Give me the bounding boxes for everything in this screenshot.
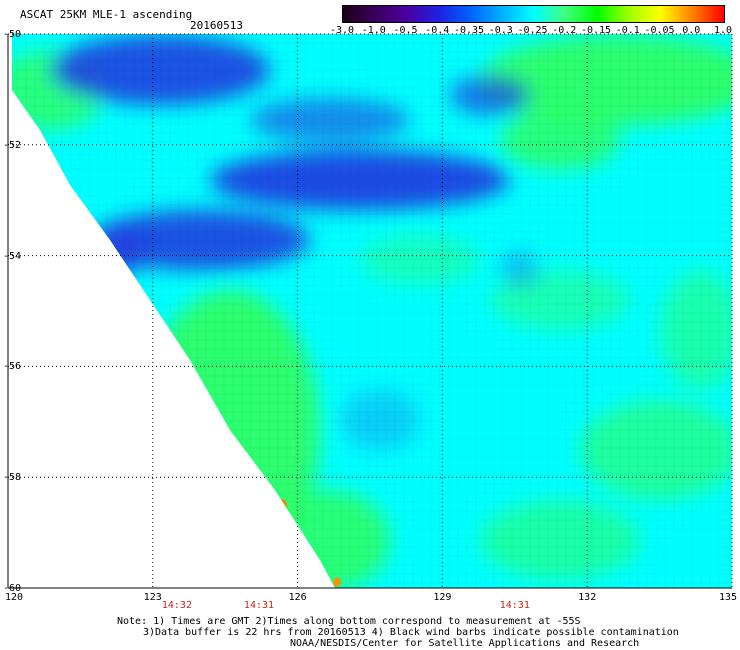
- green-region: [500, 110, 620, 170]
- measurement-time-label: 14:31: [499, 600, 530, 611]
- longitude-label: 129: [433, 592, 452, 603]
- colorbar-tick-label: -0.1: [615, 25, 640, 36]
- colorbar-tick-label: -0.25: [517, 25, 548, 36]
- colorbar-tick-label: -0.05: [644, 25, 675, 36]
- measurement-time-label: 14:32: [161, 600, 192, 611]
- measurement-time-label: 14:31: [243, 600, 275, 611]
- wind-field: [12, 34, 732, 588]
- colorbar-tick-label: -1.0: [361, 25, 386, 36]
- green-region: [360, 235, 480, 285]
- product-title: ASCAT 25KM MLE-1 ascending: [20, 8, 193, 21]
- green-region: [580, 400, 732, 500]
- orange-spot: [333, 577, 341, 587]
- colorbar: [342, 5, 725, 23]
- latitude-label: -52: [3, 139, 22, 151]
- colorbar-tick-label: -0.2: [552, 25, 577, 36]
- longitude-label: 132: [578, 592, 597, 603]
- note-line-2: 3)Data buffer is 22 hrs from 20160513 4)…: [143, 627, 679, 638]
- colorbar-tick-label: 1.0: [713, 25, 733, 36]
- colorbar-tick-label: -0.3: [488, 25, 513, 36]
- blue-region: [90, 210, 310, 270]
- blue-region: [340, 390, 420, 450]
- blue-region: [450, 75, 530, 115]
- colorbar-tick-label: -3.0: [329, 25, 355, 36]
- blue-region: [250, 98, 410, 142]
- green-region: [480, 35, 732, 125]
- latitude-label: -56: [3, 361, 22, 373]
- longitude-label: 135: [718, 592, 738, 603]
- longitude-label: 120: [4, 592, 24, 603]
- latitude-label: -54: [3, 250, 22, 262]
- blue-region: [50, 35, 270, 105]
- colorbar-tick-label: -0.5: [393, 25, 418, 36]
- latitude-label: -60: [3, 583, 22, 594]
- colorbar-gradient: [343, 6, 724, 22]
- green-region: [480, 500, 640, 580]
- product-date: 20160513: [190, 19, 243, 32]
- green-region: [270, 490, 390, 588]
- latitude-label: -50: [3, 29, 22, 40]
- colorbar-tick-label: -0.35: [453, 25, 485, 36]
- colorbar-tick-label: 0.0: [682, 25, 701, 36]
- colorbar-tick-label: -0.4: [425, 25, 450, 36]
- longitude-label: 123: [143, 592, 162, 603]
- map-plot: [7, 33, 733, 589]
- colorbar-tick-label: -0.15: [580, 25, 612, 36]
- latitude-label: -58: [3, 472, 22, 484]
- credit-line: NOAA/NESDIS/Center for Satellite Applica…: [290, 638, 640, 649]
- orange-spot: [277, 499, 287, 511]
- blue-region: [210, 150, 510, 210]
- blue-region: [500, 252, 540, 288]
- note-line-1: Note: 1) Times are GMT 2)Times along bot…: [117, 616, 581, 627]
- green-region: [660, 270, 732, 390]
- yellow-spot: [210, 407, 218, 417]
- longitude-label: 126: [288, 592, 307, 603]
